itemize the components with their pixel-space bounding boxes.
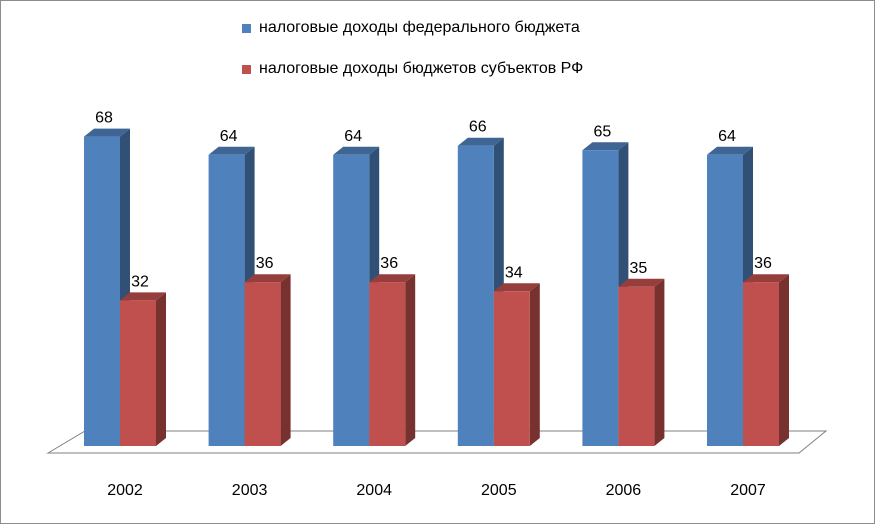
bar-side [280, 274, 291, 446]
bar-front [333, 154, 370, 447]
bar-front [457, 145, 494, 446]
x-tick-label-2003: 2003 [232, 482, 268, 499]
bar-regional-2002 [120, 292, 166, 446]
bar-top [244, 274, 291, 283]
data-label-regional-2002: 32 [131, 273, 149, 290]
data-label-federal-2002: 68 [95, 110, 113, 127]
legend: налоговые доходы федерального бюджета на… [242, 18, 583, 100]
legend-item-federal: налоговые доходы федерального бюджета [242, 18, 583, 38]
bar-front [84, 136, 120, 446]
bar-front [120, 300, 156, 446]
bar-top [208, 146, 255, 155]
bar-top [582, 142, 629, 151]
bar-top [493, 283, 540, 292]
bar-top [369, 274, 416, 283]
legend-swatch-federal [242, 23, 251, 33]
bar-front [244, 282, 281, 446]
data-label-federal-2004: 64 [344, 128, 362, 145]
bar-front [369, 282, 406, 446]
bar-front [582, 150, 619, 446]
bars [84, 128, 789, 447]
bar-regional-2006 [618, 278, 665, 446]
data-labels: 68 32 64 36 64 36 66 34 65 35 64 36 [95, 110, 772, 291]
bar-top [84, 128, 130, 137]
bar-regional-2004 [369, 274, 416, 446]
bar-top [618, 278, 665, 287]
bar-front [618, 286, 655, 446]
data-label-regional-2004: 36 [380, 255, 398, 272]
bar-top [457, 137, 504, 146]
data-label-regional-2005: 34 [505, 264, 523, 281]
bar-side [156, 292, 166, 446]
bar-side [654, 278, 665, 446]
x-tick-label-2002: 2002 [107, 482, 143, 499]
data-label-federal-2007: 64 [718, 128, 736, 145]
x-tick-label-2006: 2006 [606, 482, 642, 499]
x-axis-tick-labels: 2002 2003 2004 2005 2006 2007 [107, 482, 766, 499]
x-tick-label-2007: 2007 [730, 482, 766, 499]
bar-front [707, 154, 743, 447]
legend-item-regional: налоговые доходы бюджетов субъектов РФ [242, 59, 583, 79]
legend-label-regional: налоговые доходы бюджетов субъектов РФ [259, 60, 584, 77]
bar-regional-2007 [743, 274, 789, 446]
bar-top [120, 292, 166, 301]
bar-top [707, 146, 753, 155]
bar-top [333, 146, 380, 155]
legend-label-federal: налоговые доходы федерального бюджета [259, 19, 580, 36]
data-label-federal-2005: 66 [469, 119, 487, 136]
x-tick-label-2004: 2004 [356, 482, 392, 499]
data-label-federal-2003: 64 [220, 128, 238, 145]
data-label-federal-2006: 65 [594, 123, 612, 140]
bar-side [529, 283, 540, 446]
bar-side [779, 274, 789, 446]
data-label-regional-2003: 36 [256, 255, 274, 272]
bar-front [208, 154, 245, 447]
bar-regional-2005 [493, 283, 540, 446]
data-label-regional-2006: 35 [630, 260, 648, 277]
bar-regional-2003 [244, 274, 291, 446]
x-tick-label-2005: 2005 [481, 482, 517, 499]
bar-top [743, 274, 789, 283]
bar-side [405, 274, 416, 446]
bar-federal-2004 [333, 146, 380, 447]
data-label-regional-2007: 36 [754, 255, 772, 272]
bar-front [743, 282, 779, 446]
legend-swatch-regional [242, 64, 251, 74]
bar-front [493, 291, 530, 446]
